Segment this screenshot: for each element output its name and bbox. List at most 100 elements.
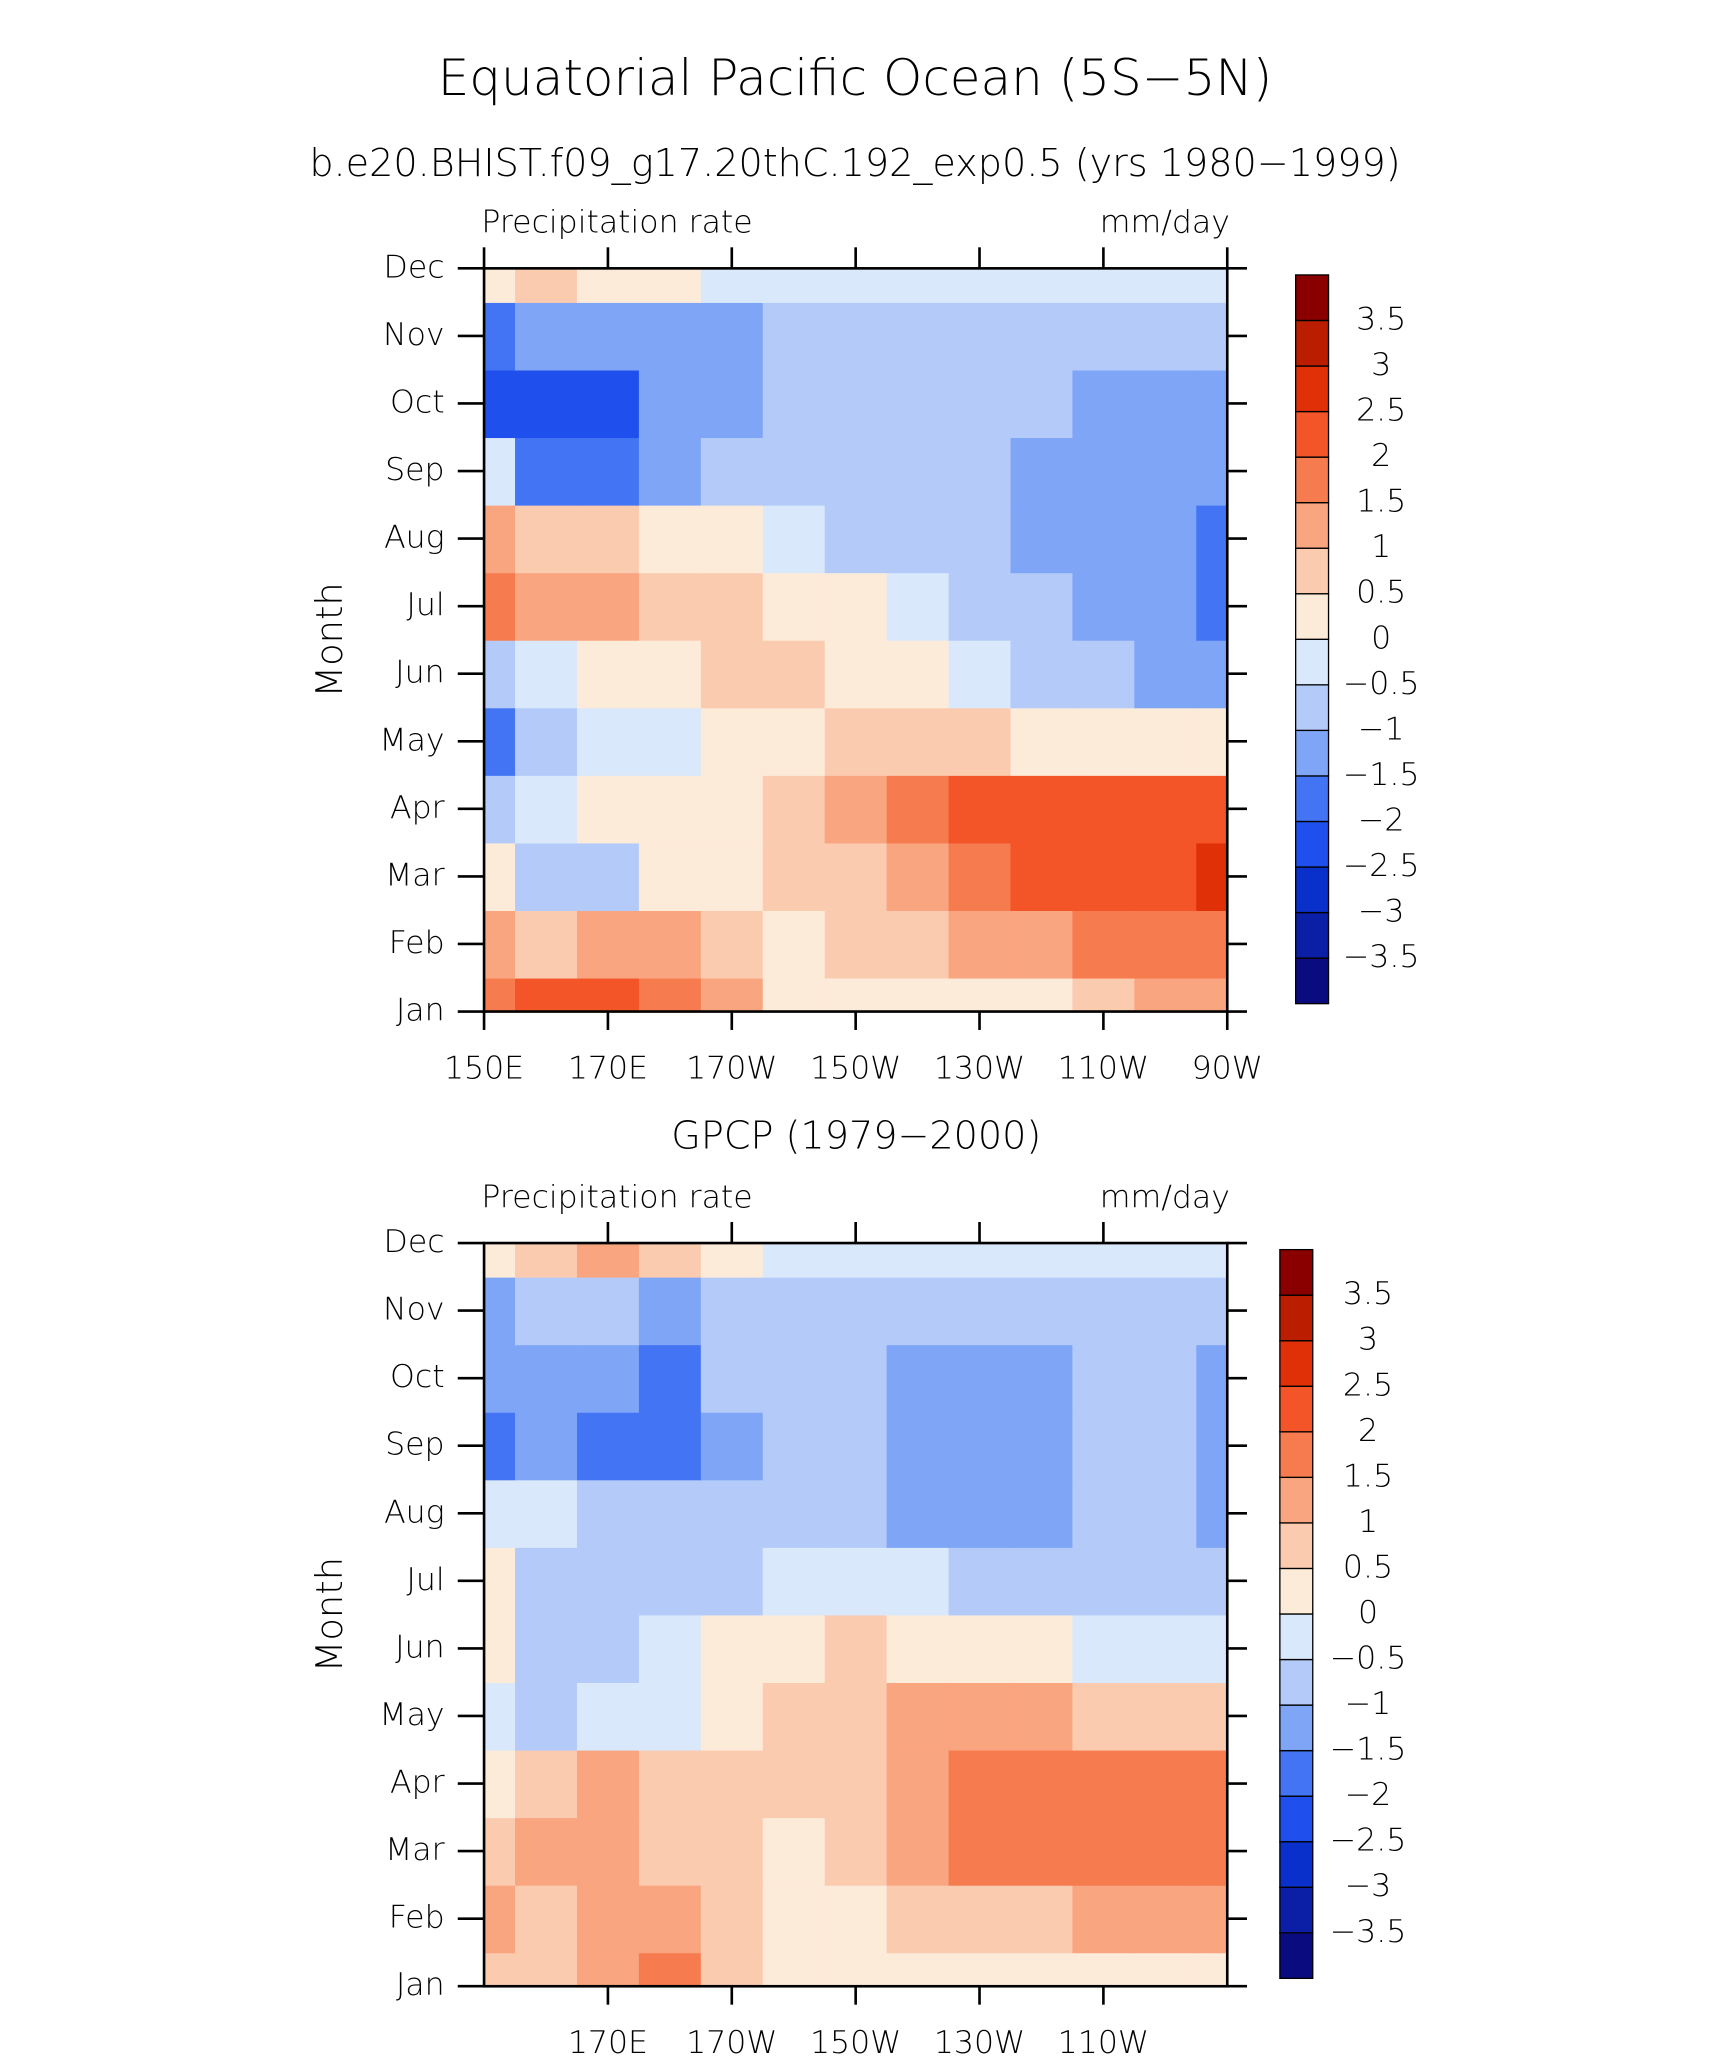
- y-tick-label: Nov: [383, 317, 445, 353]
- x-tick-label: 110W: [1058, 2025, 1149, 2059]
- contour-cell: [948, 1243, 1012, 1278]
- contour-cell: [762, 302, 826, 371]
- contour-cell: [1072, 1884, 1136, 1954]
- contour-field: [484, 1243, 1228, 1987]
- contour-cell: [1010, 437, 1074, 506]
- contour-cell: [1010, 775, 1074, 844]
- colorbar-label: −3: [1345, 1868, 1392, 1904]
- contour-cell: [948, 1817, 1012, 1886]
- contour-cell: [515, 707, 578, 776]
- contour-cell: [576, 1344, 640, 1413]
- contour-cell: [886, 369, 950, 439]
- colorbar-label: 1: [1358, 1504, 1378, 1540]
- contour-cell: [484, 302, 516, 371]
- contour-cell: [576, 1411, 640, 1481]
- contour-cell: [700, 1344, 764, 1413]
- colorbar-box: [1279, 1932, 1314, 1980]
- contour-cell: [1196, 504, 1228, 574]
- contour-cell: [1134, 302, 1198, 371]
- contour-cell: [484, 572, 516, 641]
- contour-cell: [1072, 1682, 1136, 1751]
- x-tick-label: 130W: [934, 2025, 1025, 2059]
- contour-cell: [824, 1749, 888, 1819]
- contour-cell: [824, 1411, 888, 1481]
- contour-cell: [824, 1479, 888, 1548]
- contour-cell: [484, 1547, 516, 1616]
- contour-cell: [576, 437, 640, 506]
- contour-cell: [762, 1817, 826, 1886]
- contour-cell: [1134, 910, 1198, 979]
- contour-cell: [515, 1479, 578, 1548]
- contour-cell: [762, 1479, 826, 1548]
- contour-cell: [824, 639, 888, 709]
- colorbar-box: [1279, 1340, 1314, 1387]
- contour-cell: [576, 1952, 640, 1987]
- contour-cell: [762, 977, 826, 1012]
- contour-cell: [1072, 268, 1136, 303]
- contour-cell: [948, 1749, 1012, 1819]
- contour-cell: [948, 572, 1012, 641]
- contour-cell: [1196, 302, 1228, 371]
- contour-cell: [824, 910, 888, 979]
- contour-cell: [1072, 1614, 1136, 1684]
- colorbar-box: [1294, 820, 1330, 868]
- contour-cell: [762, 1614, 826, 1684]
- contour-cell: [576, 1547, 640, 1616]
- contour-cell: [1010, 707, 1074, 776]
- contour-cell: [1134, 1884, 1198, 1954]
- y-tick-label: Sep: [385, 452, 444, 488]
- contour-cell: [515, 268, 578, 303]
- contour-cell: [1134, 504, 1198, 574]
- y-tick-label: Oct: [390, 1359, 445, 1395]
- contour-cell: [886, 437, 950, 506]
- contour-cell: [576, 910, 640, 979]
- contour-cell: [515, 1411, 578, 1481]
- contour-cell: [484, 1479, 516, 1548]
- contour-cell: [515, 1817, 578, 1886]
- contour-cell: [1196, 639, 1228, 709]
- contour-cell: [948, 639, 1012, 709]
- colorbar-box: [1279, 1248, 1314, 1296]
- contour-cell: [700, 1547, 764, 1616]
- contour-cell: [576, 842, 640, 911]
- y-axis-label: Month: [308, 1557, 351, 1672]
- contour-cell: [1196, 1682, 1228, 1751]
- contour-cell: [762, 775, 826, 844]
- contour-cell: [948, 302, 1012, 371]
- y-tick-label: Oct: [390, 384, 445, 420]
- colorbar-label: 3.5: [1356, 301, 1406, 337]
- subtitle: b.e20.BHIST.f09_g17.20thC.192_exp0.5 (yr…: [309, 141, 1400, 186]
- contour-cell: [700, 842, 764, 911]
- y-tick-label: Nov: [383, 1292, 445, 1328]
- contour-cell: [1010, 910, 1074, 979]
- contour-cell: [484, 707, 516, 776]
- left-label: Precipitation rate: [481, 205, 752, 241]
- x-tick-label: 90W: [1192, 1050, 1263, 1086]
- contour-cell: [638, 1952, 702, 1987]
- colorbar-box: [1279, 1522, 1314, 1570]
- contour-cell: [1196, 1749, 1228, 1819]
- contour-cell: [484, 437, 516, 506]
- colorbar-label: 0: [1371, 620, 1391, 656]
- colorbar-label: 0.5: [1356, 575, 1406, 611]
- contour-cell: [886, 707, 950, 776]
- colorbar-label: −3.5: [1343, 939, 1420, 975]
- contour-cell: [762, 572, 826, 641]
- chart-title: Equatorial Pacific Ocean (5S−5N): [438, 49, 1273, 107]
- y-tick-label: Feb: [389, 925, 445, 961]
- x-tick-label: 170W: [686, 1050, 777, 1086]
- contour-cell: [762, 268, 826, 303]
- contour-cell: [1010, 639, 1074, 709]
- contour-cell: [762, 842, 826, 911]
- contour-cell: [576, 1243, 640, 1278]
- contour-cell: [638, 369, 702, 439]
- contour-cell: [1072, 369, 1136, 439]
- contour-cell: [1072, 504, 1136, 574]
- contour-cell: [886, 302, 950, 371]
- contour-cell: [576, 1817, 640, 1886]
- contour-cell: [1010, 1682, 1074, 1751]
- colorbar-label: 0.5: [1343, 1549, 1393, 1585]
- x-tick-label: 130W: [934, 1050, 1025, 1086]
- contour-cell: [1072, 1479, 1136, 1548]
- contour-cell: [1010, 1884, 1074, 1954]
